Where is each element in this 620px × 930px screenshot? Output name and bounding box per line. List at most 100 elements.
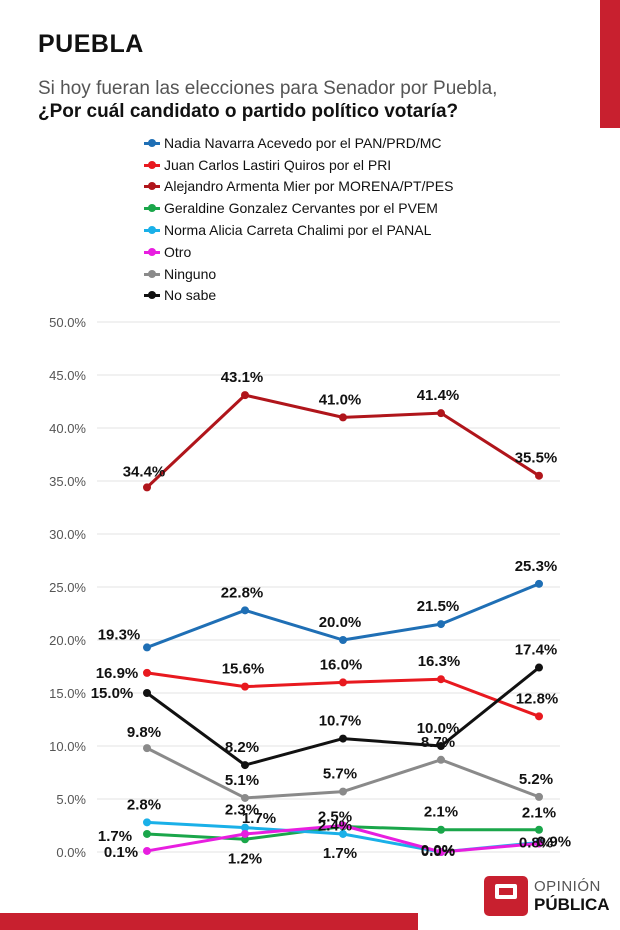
data-point bbox=[143, 829, 151, 838]
data-label: 20.0% bbox=[319, 614, 362, 631]
data-label: 10.0% bbox=[417, 720, 460, 737]
y-tick-label: 30.0% bbox=[49, 527, 86, 542]
data-label: 5.2% bbox=[519, 771, 553, 788]
data-point bbox=[535, 712, 543, 721]
data-label: 25.3% bbox=[515, 558, 558, 575]
data-point bbox=[535, 579, 543, 588]
data-point bbox=[241, 793, 249, 802]
data-point bbox=[437, 825, 445, 834]
y-tick-label: 45.0% bbox=[49, 368, 86, 383]
y-tick-label: 15.0% bbox=[49, 686, 86, 701]
data-label: 1.7% bbox=[98, 828, 132, 845]
data-point bbox=[437, 620, 445, 629]
data-point bbox=[535, 663, 543, 672]
speech-bubble-icon bbox=[484, 876, 528, 916]
legend-marker-icon bbox=[144, 269, 160, 279]
data-label: 35.5% bbox=[515, 450, 558, 467]
data-point bbox=[143, 643, 151, 652]
data-point bbox=[437, 675, 445, 684]
data-point bbox=[241, 682, 249, 691]
series-line bbox=[145, 393, 540, 489]
data-label: 19.3% bbox=[98, 626, 141, 643]
legend-label: Nadia Navarra Acevedo por el PAN/PRD/MC bbox=[164, 134, 442, 151]
data-label: 10.7% bbox=[319, 713, 362, 730]
data-point bbox=[143, 846, 151, 855]
data-label: 0.1% bbox=[104, 844, 138, 861]
data-point bbox=[143, 744, 151, 753]
data-label: 21.5% bbox=[417, 598, 460, 615]
data-label: 2.1% bbox=[522, 805, 556, 822]
y-tick-label: 20.0% bbox=[49, 633, 86, 648]
data-label: 16.9% bbox=[96, 665, 139, 682]
data-label: 2.8% bbox=[127, 796, 161, 813]
legend-item: Alejandro Armenta Mier por MORENA/PT/PES bbox=[144, 176, 453, 198]
y-tick-label: 35.0% bbox=[49, 474, 86, 489]
data-point bbox=[437, 409, 445, 418]
bottom-accent-bar bbox=[0, 913, 418, 930]
y-tick-label: 0.0% bbox=[56, 845, 86, 860]
y-tick-label: 50.0% bbox=[49, 315, 86, 330]
legend-label: No sabe bbox=[164, 287, 217, 304]
data-label: 1.2% bbox=[228, 850, 262, 867]
legend-item: Otro bbox=[144, 241, 453, 263]
legend-label: Juan Carlos Lastiri Quiros por el PRI bbox=[164, 156, 392, 173]
legend-label: Norma Alicia Carreta Chalimi por el PANA… bbox=[164, 222, 432, 239]
data-point bbox=[143, 689, 151, 697]
data-label: 15.0% bbox=[91, 685, 134, 702]
data-label: 41.0% bbox=[319, 391, 362, 408]
data-label: 17.4% bbox=[515, 642, 558, 659]
y-tick-label: 10.0% bbox=[49, 739, 86, 754]
data-point bbox=[241, 761, 249, 770]
data-point bbox=[535, 792, 543, 801]
subtitle-question: ¿Por cuál candidato o partido político v… bbox=[38, 101, 459, 122]
data-label: 9.8% bbox=[127, 724, 161, 741]
legend-marker-icon bbox=[144, 247, 160, 257]
data-point bbox=[339, 829, 347, 838]
data-label: 2.3% bbox=[225, 802, 259, 819]
legend-label: Alejandro Armenta Mier por MORENA/PT/PES bbox=[164, 178, 454, 195]
data-point bbox=[339, 787, 347, 796]
data-point bbox=[535, 839, 543, 848]
data-point bbox=[241, 391, 249, 400]
opinion-publica-logo: OPINIÓN PÚBLICA bbox=[484, 876, 610, 916]
data-label: 8.7% bbox=[421, 734, 455, 751]
y-tick-label: 5.0% bbox=[56, 792, 86, 807]
data-label: 0.8% bbox=[519, 835, 553, 852]
data-point bbox=[339, 678, 347, 687]
page-title: PUEBLA bbox=[38, 30, 144, 58]
data-label: 5.7% bbox=[323, 766, 357, 783]
data-point bbox=[437, 848, 445, 856]
logo-line-2: PÚBLICA bbox=[534, 895, 610, 914]
data-label: 34.4% bbox=[123, 463, 166, 480]
data-label: 1.7% bbox=[242, 810, 276, 827]
y-tick-label: 40.0% bbox=[49, 421, 86, 436]
data-label: 15.6% bbox=[222, 661, 265, 678]
chart-legend: Nadia Navarra Acevedo por el PAN/PRD/MC J… bbox=[144, 132, 453, 306]
legend-label: Ninguno bbox=[164, 265, 217, 282]
data-label: 0.9% bbox=[537, 833, 571, 850]
legend-item: No sabe bbox=[144, 285, 453, 307]
legend-item: Norma Alicia Carreta Chalimi por el PANA… bbox=[144, 219, 453, 241]
legend-marker-icon bbox=[144, 138, 160, 148]
data-label: 43.1% bbox=[221, 369, 264, 386]
legend-item: Juan Carlos Lastiri Quiros por el PRI bbox=[144, 154, 453, 176]
data-point bbox=[339, 821, 347, 830]
legend-marker-icon bbox=[144, 181, 160, 191]
data-point bbox=[535, 825, 543, 834]
data-label: 2.4% bbox=[318, 818, 352, 835]
data-label: 16.3% bbox=[418, 653, 461, 670]
data-point bbox=[143, 668, 151, 677]
data-label: 2.5% bbox=[318, 809, 352, 826]
data-point bbox=[143, 818, 151, 827]
data-label: 2.1% bbox=[424, 804, 458, 821]
corner-accent-bar bbox=[600, 0, 620, 128]
data-label: 41.4% bbox=[417, 387, 460, 404]
data-label: 16.0% bbox=[320, 656, 363, 673]
legend-item: Ninguno bbox=[144, 263, 453, 285]
data-point bbox=[437, 755, 445, 764]
legend-marker-icon bbox=[144, 160, 160, 170]
data-label: 12.8% bbox=[516, 690, 559, 707]
data-point bbox=[143, 483, 151, 492]
legend-item: Nadia Navarra Acevedo por el PAN/PRD/MC bbox=[144, 132, 453, 154]
